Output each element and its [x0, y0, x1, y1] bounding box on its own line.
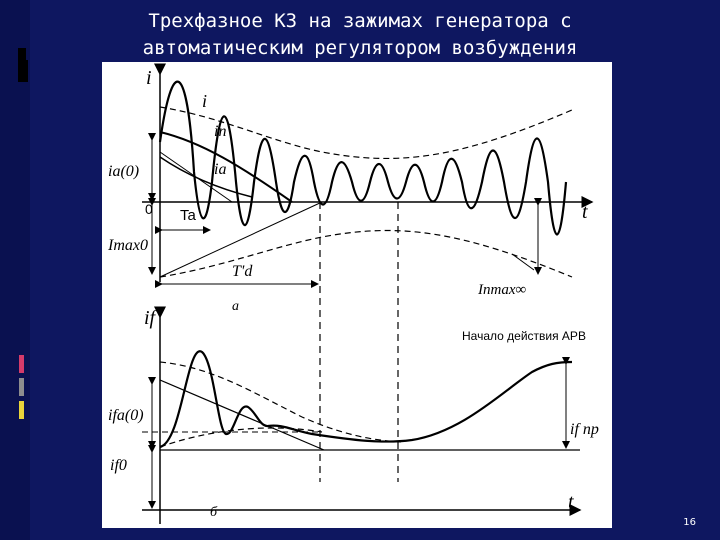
slide-number: 16 — [683, 517, 696, 528]
top-tangent-line-2 — [159, 151, 233, 203]
slide-left-edge — [0, 0, 30, 540]
bottom-axis-x-label: t — [568, 491, 574, 513]
decor-stripe-yellow — [19, 401, 24, 419]
bottom-ifa0-label: ifa(0) — [108, 407, 144, 424]
top-inmax-label: Iпmax∞ — [477, 282, 526, 298]
top-zero-label: 0 — [145, 201, 153, 217]
decor-bar-top-2 — [18, 60, 28, 82]
top-curve-i — [158, 80, 568, 236]
top-ta-label: Ta — [180, 207, 197, 224]
top-curve-i-label: i — [202, 91, 207, 111]
slide-title-line1: Трехфазное КЗ на зажимах генератора с — [148, 10, 572, 32]
top-envelope-lower — [159, 229, 573, 278]
bottom-curve-if — [159, 350, 573, 449]
diagram-svg: i t 0 i iп ia ia(0) Imax0 Ta T'd Iпmax∞ … — [107, 63, 599, 524]
bottom-tangent-line — [159, 379, 325, 451]
top-imax0-label: Imax0 — [107, 237, 148, 254]
slide-title: Трехфазное КЗ на зажимах генератора с ав… — [60, 8, 660, 62]
bottom-envelope-upper — [159, 361, 403, 443]
bottom-ifpr-label: if пр — [570, 421, 599, 438]
top-ia0-label: ia(0) — [108, 163, 139, 180]
decor-stripe-grey — [19, 378, 24, 396]
top-curve-in-label: iп — [214, 123, 226, 140]
top-curve-ia — [159, 156, 253, 198]
slide-title-line2: автоматическим регулятором возбуждения — [142, 37, 578, 59]
bottom-caption: б — [210, 505, 218, 520]
diagram-panel: i t 0 i iп ia ia(0) Imax0 Ta T'd Iпmax∞ … — [102, 62, 612, 528]
bottom-arv-label: Начало действия АРВ — [462, 329, 586, 343]
top-caption: a — [232, 299, 239, 314]
top-td-label: T'd — [232, 263, 253, 280]
top-axis-x-label: t — [582, 201, 588, 223]
top-tangent-line — [159, 201, 323, 278]
bottom-axis-y-label: if — [144, 307, 158, 329]
top-leader-inmax — [511, 253, 535, 271]
bottom-envelope-lower — [159, 427, 323, 448]
bottom-if0-label: if0 — [110, 457, 127, 474]
top-curve-in — [159, 131, 293, 203]
decor-stripe-red — [19, 355, 24, 373]
top-axis-y-label: i — [146, 67, 152, 89]
top-curve-ia-label: ia — [214, 161, 226, 178]
